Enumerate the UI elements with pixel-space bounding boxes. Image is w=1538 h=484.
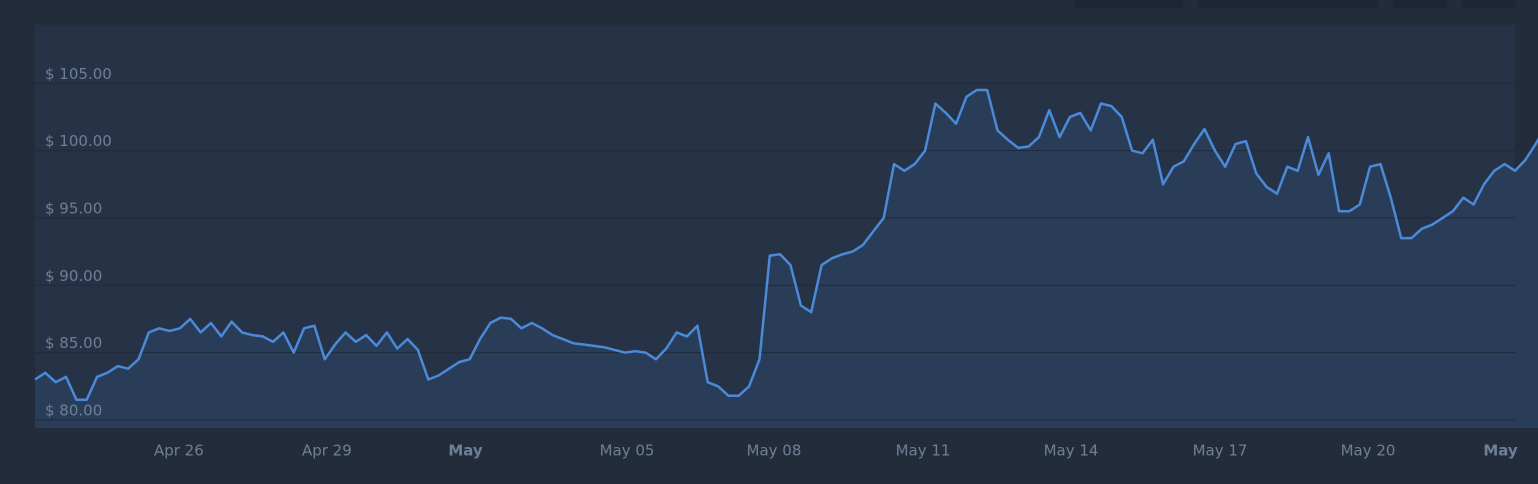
button[interactable] <box>1462 0 1516 8</box>
x-tick-label: May 05 <box>600 442 655 460</box>
price-line <box>34 88 1538 401</box>
x-tick-label: Apr 29 <box>302 442 352 460</box>
zoom-toggle[interactable] <box>1075 0 1183 8</box>
x-tick-label: May 14 <box>1044 442 1099 460</box>
y-tick-label: $ 80.00 <box>45 401 102 419</box>
x-tick-label: May <box>1483 442 1518 460</box>
y-tick-label: $ 105.00 <box>45 65 112 83</box>
y-tick-label: $ 85.00 <box>45 334 102 352</box>
range-select[interactable] <box>1198 0 1378 8</box>
x-tick-label: May 20 <box>1341 442 1396 460</box>
button[interactable] <box>1393 0 1447 8</box>
y-tick-label: $ 100.00 <box>45 132 112 150</box>
y-tick-label: $ 95.00 <box>45 199 102 217</box>
y-tick-label: $ 90.00 <box>45 267 102 285</box>
x-tick-label: Apr 26 <box>154 442 204 460</box>
x-tick-label: May 11 <box>896 442 951 460</box>
x-tick-label: May <box>448 442 483 460</box>
x-tick-label: May 17 <box>1193 442 1248 460</box>
x-tick-label: May 08 <box>747 442 802 460</box>
